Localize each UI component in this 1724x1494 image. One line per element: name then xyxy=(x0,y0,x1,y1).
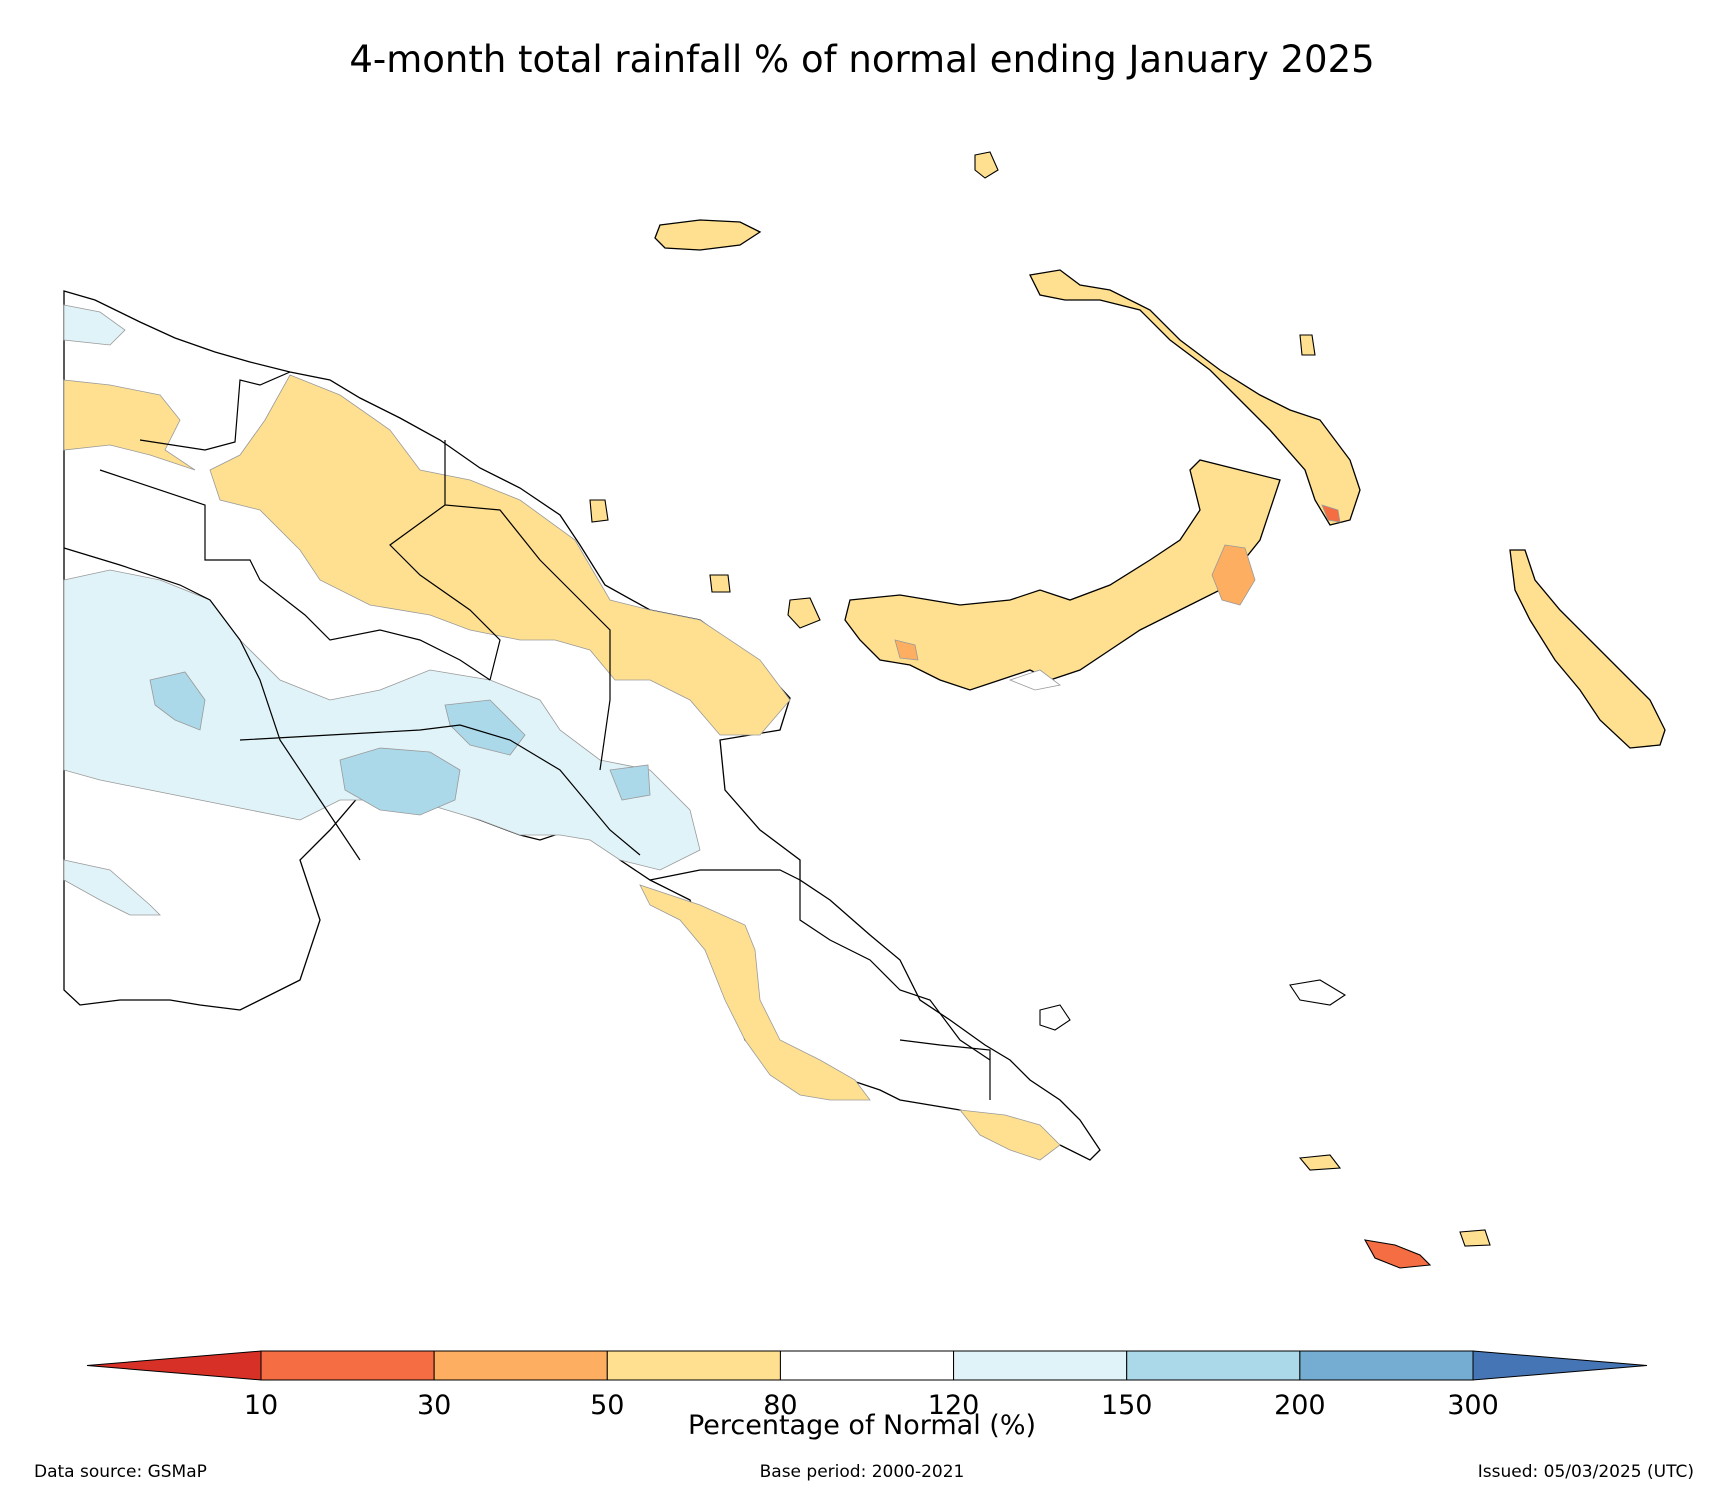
zone-120-150-west xyxy=(63,569,701,871)
province-borders xyxy=(63,371,991,1100)
colorbar-tick-label: 30 xyxy=(417,1390,451,1421)
colorbar-bin-50-80 xyxy=(606,1350,781,1381)
island-sw-east xyxy=(1039,1004,1071,1031)
island-se-2 xyxy=(1363,1239,1432,1269)
zone-50-80-tip xyxy=(959,1109,1061,1161)
zone-120-150-south xyxy=(63,859,161,916)
rainfall-map xyxy=(63,151,1666,1269)
zone-150-200-d xyxy=(609,764,651,801)
island-se-3 xyxy=(1459,1229,1491,1247)
colorbar-bin-120-150 xyxy=(953,1350,1128,1381)
manus-island xyxy=(654,219,762,251)
island-north-1 xyxy=(974,151,999,179)
zone-150-200-b xyxy=(339,747,461,816)
island-1 xyxy=(589,499,609,523)
island-d-entrecasteaux xyxy=(1289,979,1347,1006)
issued-note: Issued: 05/03/2025 (UTC) xyxy=(1477,1462,1694,1482)
zone-50-80-nw xyxy=(63,379,196,471)
new-britain-30-50 xyxy=(1211,544,1256,606)
colorbar-tick-label: 150 xyxy=(1101,1390,1153,1421)
colorbar-tick-label: 120 xyxy=(928,1390,980,1421)
colorbar-bin-80-120 xyxy=(779,1350,955,1381)
zone-150-200-a xyxy=(149,671,206,731)
island-north-2 xyxy=(1299,334,1316,356)
new-ireland xyxy=(1029,269,1361,526)
island-3 xyxy=(787,597,821,629)
colorbar-bin-10-30 xyxy=(260,1350,435,1381)
colorbar-extend-high xyxy=(1472,1350,1648,1381)
colorbar-bin-200-300 xyxy=(1299,1350,1474,1381)
zone-120-150-nw xyxy=(63,304,126,346)
colorbar-tick-label: 50 xyxy=(590,1390,624,1421)
mainland xyxy=(63,290,1101,1161)
colorbar-extend-low xyxy=(86,1350,262,1381)
colorbar-tick-label: 80 xyxy=(763,1390,797,1421)
new-britain-30-50-west xyxy=(894,639,919,661)
chart-title: 4-month total rainfall % of normal endin… xyxy=(349,38,1375,81)
zone-150-200-c xyxy=(444,699,526,756)
island-2 xyxy=(709,574,731,593)
new-ireland-30-50 xyxy=(1321,504,1341,523)
colorbar-tick-label: 300 xyxy=(1447,1390,1499,1421)
island-se-1 xyxy=(1298,1154,1342,1171)
new-britain-80-120-hole xyxy=(1008,669,1061,691)
colorbar-tick-label: 10 xyxy=(244,1390,278,1421)
bougainville xyxy=(1509,549,1666,749)
data-source-note: Data source: GSMaP xyxy=(34,1462,207,1482)
colorbar-title: Percentage of Normal (%) xyxy=(687,1410,1037,1441)
colorbar-bin-150-200 xyxy=(1126,1350,1301,1381)
zone-50-80-north xyxy=(209,374,791,736)
base-period-note: Base period: 2000-2021 xyxy=(759,1462,965,1482)
colorbar-bin-30-50 xyxy=(433,1350,608,1381)
zone-50-80-southeast xyxy=(639,884,871,1101)
colorbar-tick-label: 200 xyxy=(1274,1390,1326,1421)
